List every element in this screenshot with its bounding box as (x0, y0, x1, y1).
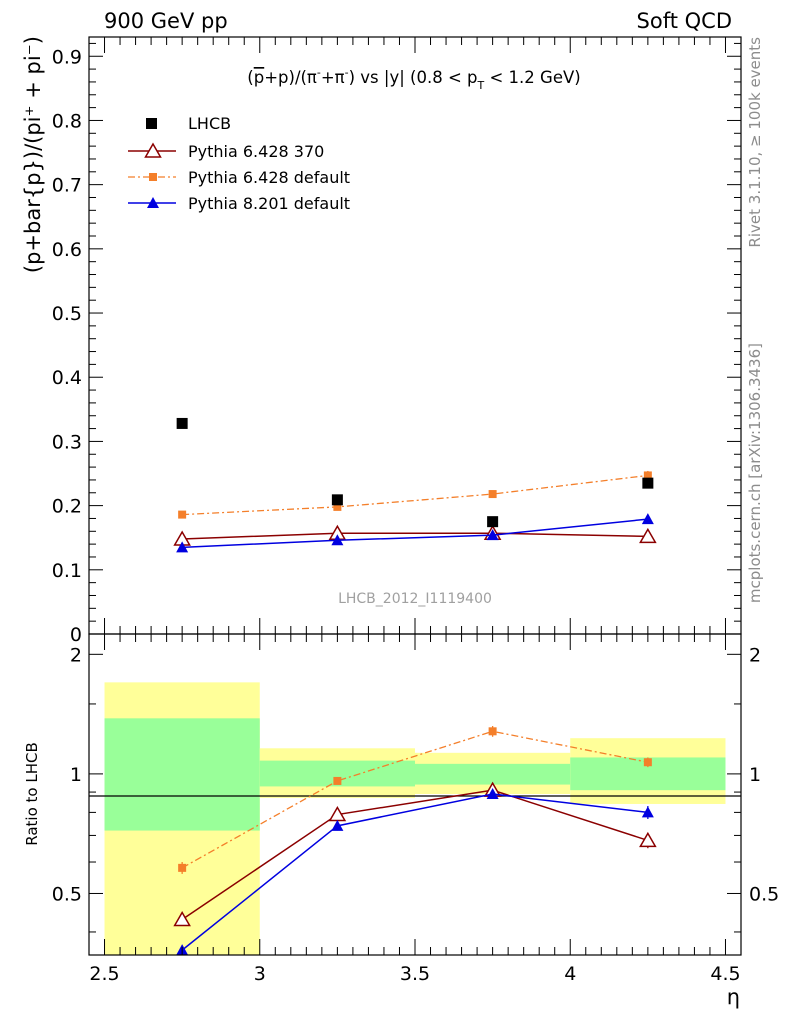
ratio-point-pythia6-default (178, 863, 187, 872)
legend-label-pythia6-370: Pythia 6.428 370 (188, 142, 324, 161)
ratio-band-inner (415, 763, 571, 785)
main-y-tick-label: 0.3 (52, 431, 82, 453)
main-y-label: (p+bar{p})/(pi⁺ + pi⁻) (21, 36, 45, 273)
ratio-point-pythia6-370 (639, 831, 657, 848)
analysis-watermark: LHCB_2012_I1119400 (338, 591, 492, 607)
main-y-tick-label: 0.2 (52, 496, 82, 518)
header-left: 900 GeV pp (104, 9, 228, 33)
main-line-pythia8-default (182, 518, 648, 549)
legend-entry-pythia6-default: Pythia 6.428 default (128, 168, 350, 187)
ratio-y-tick-label: 0.5 (52, 883, 82, 905)
main-point-data (642, 477, 654, 489)
ratio-uncertainty-bands (104, 682, 726, 955)
ratio-y-tick-label: 1 (70, 764, 82, 786)
rivet-label: Rivet 3.1.10, ≥ 100k events (746, 37, 764, 248)
main-y-tick-label: 0.1 (52, 560, 82, 582)
ratio-point-pythia6-default (643, 758, 652, 767)
x-tick-label: 2.5 (89, 963, 119, 985)
main-point-pythia6-default (333, 502, 342, 511)
main-point-data (487, 516, 499, 528)
main-point-pythia8-default (641, 513, 654, 525)
x-tick-label: 3.5 (400, 963, 430, 985)
main-point-data (331, 494, 343, 506)
main-marks (173, 417, 657, 553)
pbar-symbol: p (254, 68, 264, 87)
legend-marker-pythia8-default (147, 197, 159, 208)
x-axis-label: η (727, 985, 740, 1009)
ratio-line-pythia6-default (181, 730, 648, 869)
ratio-band-inner (104, 718, 260, 831)
main-plot: 0.1 0.2 0.3 0.4 0.5 0.6 0.7 0.8 0.9 0 (p+p)/(π-+… (21, 36, 742, 646)
main-point-pythia8-default (176, 541, 189, 553)
main-point-pythia6-default (178, 510, 187, 519)
ratio-y-axis: 0.5 0.5 1 1 2 2 (52, 644, 779, 933)
legend-marker-pythia6-default (149, 173, 157, 181)
main-point-pythia6-370 (639, 527, 657, 544)
main-point-data (176, 417, 188, 429)
legend-entry-pythia8-default: Pythia 8.201 default (128, 194, 350, 213)
ratio-point-pythia8-default (486, 787, 499, 799)
main-y-tick-label: 0.9 (52, 46, 82, 68)
main-y-tick-label: 0.8 (52, 110, 82, 132)
ratio-plot: 0.5 0.5 1 1 2 2 2.5 3 3.5 4 4.5 Ratio to LHCB η (23, 37, 779, 1009)
x-axis: 2.5 3 3.5 4 4.5 (89, 37, 741, 985)
ratio-y-tick-label: 2 (70, 644, 82, 666)
legend-entry-lhcb: LHCB (146, 114, 231, 133)
legend-label-pythia8-default: Pythia 8.201 default (188, 194, 350, 213)
main-point-pythia8-default (331, 534, 344, 546)
header-right: Soft QCD (637, 9, 732, 33)
legend-marker-lhcb (146, 118, 157, 129)
main-point-pythia8-default (486, 529, 499, 541)
ratio-point-pythia6-370 (173, 910, 191, 927)
ratio-marks (173, 725, 657, 956)
legend: LHCB Pythia 6.428 370 Pythia 6.428 defau… (128, 114, 350, 213)
ratio-point-pythia8-default (641, 806, 654, 818)
main-point-pythia6-default (643, 471, 652, 480)
main-title: (p+p)/(π-+π-) vs |y| (0.8 < pT < 1.2 GeV… (247, 66, 580, 92)
ratio-point-pythia8-default (331, 819, 344, 831)
x-tick-label: 3 (254, 963, 266, 985)
ratio-line-pythia6-370 (181, 789, 649, 921)
main-point-pythia6-default (488, 490, 497, 499)
ratio-point-pythia6-default (333, 776, 342, 785)
ratio-point-pythia6-default (488, 727, 497, 736)
x-tick-label: 4 (564, 963, 576, 985)
main-line-pythia6-370 (182, 532, 648, 540)
main-y-axis: 0.1 0.2 0.3 0.4 0.5 0.6 0.7 0.8 0.9 (52, 42, 741, 622)
ratio-y-tick-label-right: 0.5 (749, 883, 779, 905)
main-y-tick-label: 0.7 (52, 175, 82, 197)
ratio-y-tick-label-right: 2 (749, 644, 761, 666)
legend-entry-pythia6-370: Pythia 6.428 370 (128, 142, 324, 161)
legend-marker-pythia6-370 (144, 142, 162, 158)
x-tick-label: 4.5 (710, 963, 740, 985)
main-y-tick-label: 0.6 (52, 239, 82, 261)
main-y-tick-label: 0.5 (52, 303, 82, 325)
main-y-tick-label: 0.4 (52, 367, 82, 389)
ratio-y-tick-label-right: 1 (749, 764, 761, 786)
legend-label-pythia6-default: Pythia 6.428 default (188, 168, 350, 187)
legend-label-lhcb: LHCB (188, 114, 231, 133)
ratio-line-pythia8-default (181, 793, 648, 951)
main-y-zero-label: 0 (70, 624, 82, 646)
ratio-y-label: Ratio to LHCB (23, 742, 41, 846)
mcplots-label: mcplots.cern.ch [arXiv:1306.3436] (746, 343, 764, 603)
main-line-pythia6-default (182, 474, 648, 516)
